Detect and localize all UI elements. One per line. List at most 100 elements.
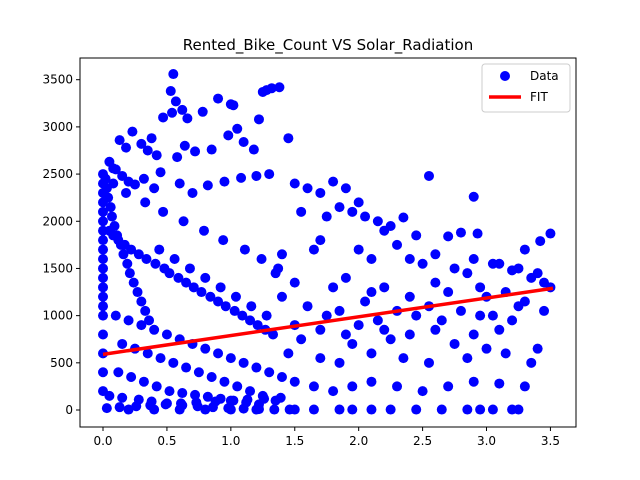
- data-point: [122, 258, 133, 269]
- data-point: [123, 315, 134, 326]
- data-point: [131, 401, 142, 412]
- data-point: [158, 112, 169, 123]
- data-point: [154, 244, 165, 255]
- y-tick-label: 3000: [42, 120, 73, 134]
- data-point: [160, 399, 171, 410]
- data-point: [213, 93, 224, 104]
- data-point: [462, 404, 473, 415]
- data-point: [193, 367, 204, 378]
- data-point: [219, 176, 230, 187]
- data-point: [259, 393, 270, 404]
- x-tick-label: 2.0: [349, 434, 368, 448]
- data-point: [532, 343, 543, 354]
- data-point: [507, 315, 518, 326]
- data-point: [268, 329, 279, 340]
- data-point: [264, 367, 275, 378]
- data-point: [321, 211, 332, 222]
- data-point: [430, 277, 441, 288]
- data-point: [423, 357, 434, 368]
- data-point: [475, 310, 486, 321]
- data-point: [472, 228, 483, 239]
- y-tick-label: 0: [65, 403, 73, 417]
- data-point: [140, 197, 151, 208]
- data-point: [179, 140, 190, 151]
- data-point: [238, 403, 249, 414]
- data-point: [276, 249, 287, 260]
- data-point: [462, 268, 473, 279]
- data-point: [164, 386, 175, 397]
- data-point: [261, 310, 272, 321]
- plot-area: [98, 69, 556, 415]
- data-point: [121, 187, 132, 198]
- data-point: [98, 329, 109, 340]
- data-point: [149, 324, 160, 335]
- data-point: [269, 404, 280, 415]
- data-point: [165, 86, 176, 97]
- data-point: [184, 263, 195, 274]
- data-point: [519, 381, 530, 392]
- data-point: [283, 348, 294, 359]
- data-point: [423, 170, 434, 181]
- data-point: [398, 353, 409, 364]
- data-point: [468, 191, 479, 202]
- data-point: [251, 170, 262, 181]
- data-point: [289, 404, 300, 415]
- data-point: [385, 404, 396, 415]
- data-point: [141, 254, 152, 265]
- data-point: [248, 144, 259, 155]
- legend-marker-data: [500, 71, 510, 81]
- data-point: [206, 144, 217, 155]
- data-point: [151, 381, 162, 392]
- data-point: [379, 225, 390, 236]
- data-point: [196, 287, 207, 298]
- data-point: [404, 329, 415, 340]
- data-point: [436, 404, 447, 415]
- data-point: [417, 386, 428, 397]
- data-point: [252, 320, 263, 331]
- data-point: [398, 212, 409, 223]
- data-point: [132, 287, 143, 298]
- data-point: [126, 244, 137, 255]
- data-point: [174, 404, 185, 415]
- x-tick-label: 1.0: [221, 434, 240, 448]
- data-point: [200, 404, 211, 415]
- data-point: [273, 263, 284, 274]
- data-point: [200, 272, 211, 283]
- data-point: [372, 216, 383, 227]
- data-point: [360, 211, 371, 222]
- data-point: [228, 100, 239, 111]
- data-point: [392, 381, 403, 392]
- data-point: [164, 268, 175, 279]
- y-axis: 0 500 1000 1500 2000 2500 3000 3500: [42, 73, 80, 417]
- data-point: [328, 386, 339, 397]
- data-point: [366, 404, 377, 415]
- data-point: [142, 348, 153, 359]
- y-tick-label: 500: [50, 356, 73, 370]
- data-point: [225, 353, 236, 364]
- data-point: [283, 133, 294, 144]
- data-point: [123, 404, 134, 415]
- data-point: [334, 404, 345, 415]
- data-point: [315, 353, 326, 364]
- data-point: [462, 353, 473, 364]
- data-point: [142, 145, 153, 156]
- data-point: [308, 244, 319, 255]
- data-point: [101, 403, 112, 414]
- data-point: [104, 390, 115, 401]
- data-point: [138, 173, 149, 184]
- data-point: [172, 152, 183, 163]
- x-tick-label: 1.5: [285, 434, 304, 448]
- data-point: [468, 254, 479, 265]
- data-point: [404, 254, 415, 265]
- data-point: [136, 320, 147, 331]
- data-point: [315, 324, 326, 335]
- data-point: [487, 310, 498, 321]
- data-point: [202, 391, 213, 402]
- data-point: [98, 206, 109, 217]
- data-point: [197, 106, 208, 117]
- data-point: [468, 376, 479, 387]
- data-point: [200, 343, 211, 354]
- data-point: [315, 187, 326, 198]
- data-point: [449, 338, 460, 349]
